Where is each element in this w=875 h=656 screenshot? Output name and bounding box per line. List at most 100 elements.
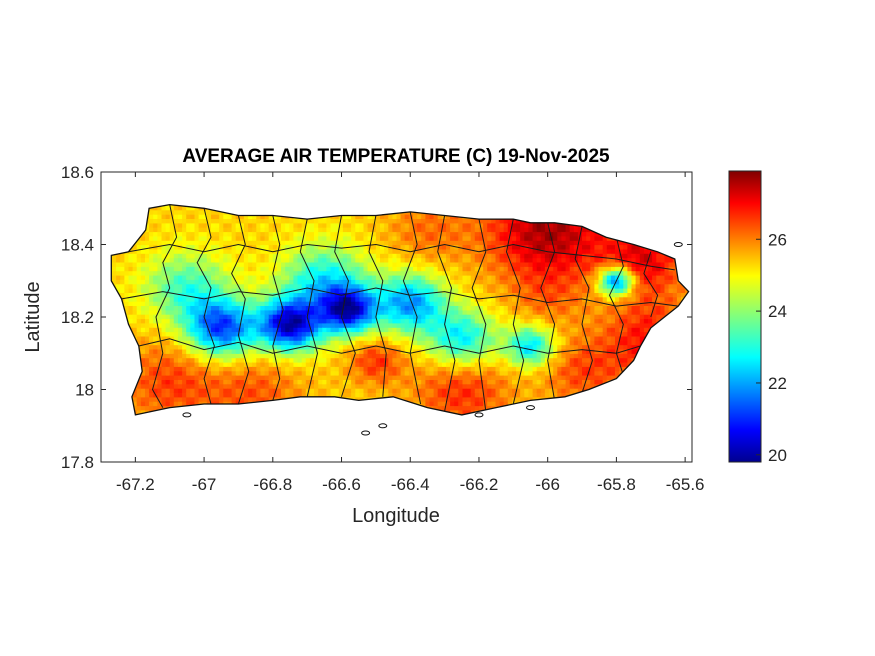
heat-cell-3601: [396, 279, 402, 285]
heat-cell-3177: [363, 348, 369, 354]
heat-cell-1090: [194, 331, 200, 337]
heat-cell-711: [161, 205, 167, 211]
heat-cell-486: [145, 296, 150, 302]
heat-cell-4627: [479, 253, 484, 259]
heat-cell-1919: [260, 274, 266, 280]
heat-cell-2319: [293, 309, 299, 315]
heat-cell-3307: [371, 227, 377, 233]
heat-cell-3554: [392, 261, 398, 267]
heat-cell-4981: [507, 266, 513, 272]
heat-cell-4292: [454, 379, 459, 385]
heat-cell-1302: [211, 296, 216, 302]
heat-cell-4224: [446, 231, 451, 237]
heat-cell-2261: [289, 340, 294, 346]
heat-cell-4404: [462, 335, 468, 341]
heat-cell-1387: [219, 370, 224, 376]
heat-cell-1895: [260, 379, 266, 385]
heat-cell-1114: [194, 227, 200, 233]
heat-cell-870: [178, 401, 183, 407]
heat-cell-2077: [272, 253, 278, 259]
heat-cell-2136: [276, 218, 282, 224]
heat-cell-4652: [483, 366, 488, 372]
heat-cell-4620: [479, 283, 484, 289]
heat-cell-704: [161, 235, 167, 241]
heat-cell-1193: [202, 327, 208, 333]
heat-cell-3411: [380, 218, 385, 224]
heat-cell-1946: [264, 379, 270, 385]
heat-cell-769: [169, 396, 175, 402]
heat-cell-2691: [322, 244, 327, 250]
heat-cell-2581: [314, 279, 319, 285]
heat-cell-1485: [227, 388, 233, 393]
heat-cell-2382: [297, 257, 303, 263]
heat-cell-1772: [248, 248, 253, 254]
heat-cell-2509: [309, 370, 315, 376]
heat-cell-2035: [268, 214, 274, 219]
heat-cell-1446: [223, 335, 228, 341]
heat-cell-3970: [425, 227, 431, 233]
heat-cell-1557: [231, 296, 237, 302]
heat-cell-3881: [421, 392, 426, 398]
heat-cell-396: [136, 244, 142, 250]
heat-cell-3423: [384, 388, 389, 393]
heat-cell-1677: [239, 218, 245, 224]
heat-cell-1184: [202, 366, 208, 372]
heat-cell-1898: [260, 366, 266, 372]
heat-cell-3338: [375, 314, 381, 320]
heat-cell-238: [124, 266, 130, 272]
heat-cell-3391: [380, 305, 385, 311]
heat-cell-3099: [355, 244, 360, 250]
heat-cell-1055: [190, 261, 195, 267]
heat-cell-3944: [425, 340, 431, 346]
heat-cell-2300: [293, 392, 299, 398]
heat-cell-914: [178, 209, 183, 215]
heat-cell-4394: [462, 379, 468, 385]
heat-cell-1286: [211, 366, 216, 372]
heat-cell-2592: [314, 231, 319, 237]
heat-cell-4406: [462, 327, 468, 333]
heat-cell-4020: [429, 231, 435, 237]
heat-cell-3004: [347, 214, 352, 219]
heat-cell-4005: [429, 296, 435, 302]
heat-cell-4278: [450, 218, 455, 224]
heat-cell-2107: [276, 344, 282, 350]
heat-cell-1609: [235, 292, 241, 298]
heat-cell-567: [153, 388, 158, 393]
heat-cell-4500: [470, 361, 476, 367]
heat-cell-3459: [384, 231, 389, 237]
heat-cell-4900: [503, 396, 509, 402]
heat-cell-3997: [429, 331, 435, 337]
heat-cell-3753: [408, 283, 414, 289]
heat-cell-2471: [305, 314, 311, 320]
heat-cell-2205: [285, 361, 290, 367]
heat-cell-1747: [248, 357, 253, 363]
heat-cell-1794: [252, 375, 257, 380]
heat-cell-4771: [491, 292, 496, 298]
heat-cell-2695: [322, 227, 327, 233]
heat-cell-3343: [375, 292, 381, 298]
heat-cell-4853: [499, 379, 505, 385]
heat-cell-1952: [264, 353, 270, 359]
heat-cell-3371: [380, 392, 385, 398]
heat-cell-3479: [388, 366, 393, 372]
heat-cell-2782: [330, 292, 336, 298]
heat-cell-1499: [227, 327, 233, 333]
heat-cell-545: [149, 261, 154, 267]
heat-cell-3893: [421, 340, 426, 346]
heat-cell-4569: [474, 283, 480, 289]
heat-cell-2811: [334, 388, 340, 393]
heat-cell-2941: [342, 266, 348, 272]
heat-cell-2693: [322, 235, 327, 241]
heat-cell-375: [136, 335, 142, 341]
heat-cell-2614: [318, 357, 323, 363]
heat-cell-638: [157, 301, 163, 306]
heat-cell-1247: [206, 314, 212, 320]
heat-cell-721: [165, 383, 171, 389]
heat-cell-3321: [375, 388, 381, 393]
heat-cell-3862: [417, 253, 422, 259]
heat-cell-1300: [211, 305, 216, 311]
heat-cell-4300: [454, 344, 459, 350]
heat-cell-4623: [479, 270, 484, 276]
heat-cell-1845: [256, 375, 261, 380]
heat-cell-1968: [264, 283, 270, 289]
